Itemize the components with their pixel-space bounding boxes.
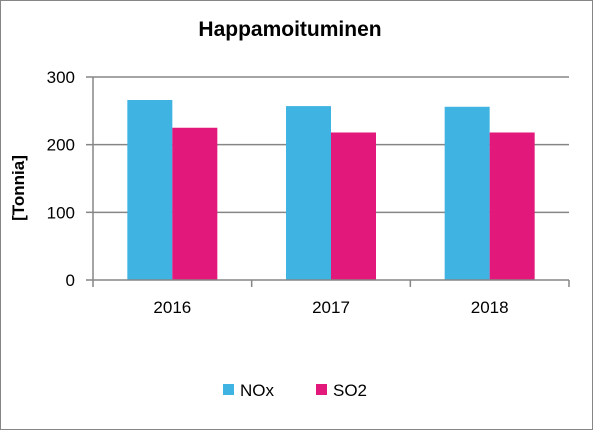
bar-nox-2018 <box>444 106 490 280</box>
y-tick-label: 200 <box>47 136 75 155</box>
chart-title: Happamoituminen <box>198 18 381 41</box>
bar-so2-2018 <box>489 132 535 280</box>
x-tick-label: 2017 <box>312 298 350 317</box>
bar-so2-2017 <box>331 132 376 280</box>
x-tick-labels: 2016 2017 2018 <box>153 298 508 317</box>
bar-nox-2016 <box>127 100 173 280</box>
x-tick-label: 2018 <box>471 298 509 317</box>
bar-so2-2016 <box>172 127 218 280</box>
legend: NOx SO2 <box>223 381 367 400</box>
bar-nox-2017 <box>286 106 331 280</box>
y-tick-label: 100 <box>47 203 75 222</box>
axes <box>86 76 570 287</box>
bars <box>127 100 535 280</box>
y-tick-labels: 0 100 200 300 <box>47 68 75 290</box>
y-axis-label: [Tonnia] <box>9 155 28 221</box>
y-tick-label: 300 <box>47 68 75 87</box>
legend-label-nox: NOx <box>240 381 275 400</box>
y-tick-label: 0 <box>66 271 75 290</box>
legend-swatch-so2 <box>316 384 327 395</box>
legend-label-so2: SO2 <box>333 381 367 400</box>
legend-swatch-nox <box>223 384 234 395</box>
x-tick-label: 2016 <box>153 298 191 317</box>
